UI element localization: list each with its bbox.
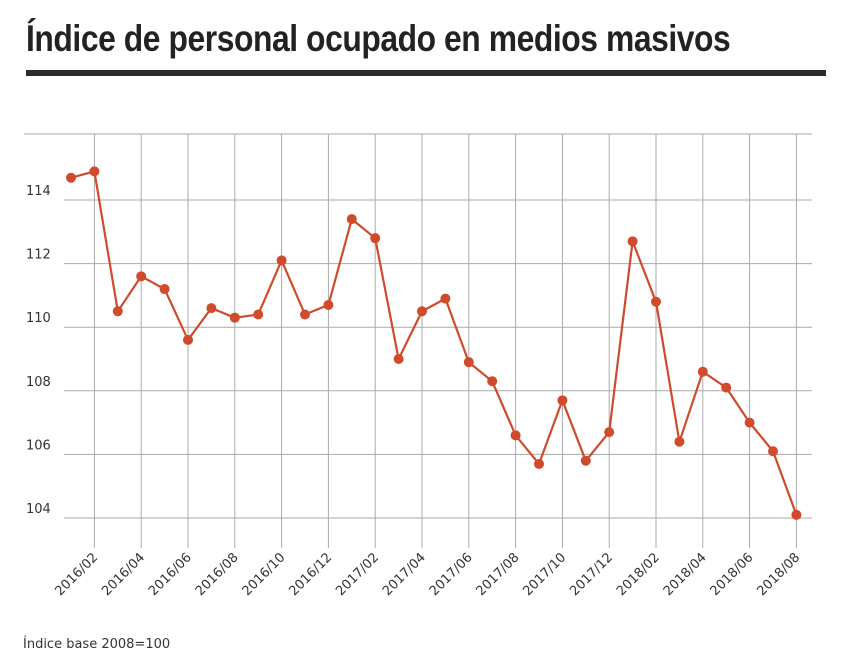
data-point xyxy=(674,436,685,447)
x-tick-label: 2016/06 xyxy=(146,550,195,599)
data-point xyxy=(417,306,427,317)
horizontal-gridlines xyxy=(24,133,812,519)
data-point xyxy=(159,284,170,295)
data-point xyxy=(697,366,708,377)
data-point xyxy=(229,312,240,323)
y-tick-label: 106 xyxy=(26,438,51,453)
y-tick-label: 108 xyxy=(26,375,51,390)
x-tick-label: 2017/02 xyxy=(333,550,382,599)
vertical-gridlines xyxy=(93,134,797,548)
x-tick-label: 2017/06 xyxy=(427,550,476,599)
data-point xyxy=(206,303,217,314)
x-tick-label: 2016/08 xyxy=(193,550,242,599)
data-point xyxy=(744,417,755,428)
data-point xyxy=(463,357,474,368)
data-point xyxy=(89,166,100,177)
title-rule xyxy=(26,70,826,76)
x-tick-label: 2017/08 xyxy=(474,550,523,599)
data-point xyxy=(768,446,778,457)
data-point xyxy=(627,236,638,247)
x-tick-label: 2016/10 xyxy=(240,550,289,599)
data-point xyxy=(276,255,287,266)
data-point xyxy=(534,458,544,469)
data-point xyxy=(253,309,264,320)
data-point xyxy=(557,395,568,406)
y-tick-label: 112 xyxy=(26,248,51,263)
data-point xyxy=(580,455,591,466)
data-point xyxy=(651,296,661,307)
x-tick-label: 2018/02 xyxy=(614,550,663,599)
chart-title: Índice de personal ocupado en medios mas… xyxy=(26,18,731,59)
data-point xyxy=(791,509,802,520)
data-point xyxy=(112,306,123,317)
data-point xyxy=(66,172,76,183)
data-point xyxy=(346,214,357,225)
x-tick-label: 2018/04 xyxy=(661,550,710,599)
data-points xyxy=(66,166,802,520)
y-tick-label: 110 xyxy=(26,311,51,326)
x-tick-label: 2016/02 xyxy=(52,550,101,599)
data-point xyxy=(487,376,498,387)
footnote: Índice base 2008=100 xyxy=(23,637,171,652)
data-point xyxy=(721,382,732,393)
x-tick-label: 2018/06 xyxy=(708,550,757,599)
data-point xyxy=(393,354,404,364)
data-point xyxy=(510,430,521,441)
x-tick-label: 2018/08 xyxy=(754,550,803,599)
data-point xyxy=(183,334,193,345)
x-tick-label: 2017/04 xyxy=(380,550,429,599)
data-point xyxy=(440,293,451,304)
series-line xyxy=(70,170,798,516)
y-tick-label: 114 xyxy=(26,184,51,199)
x-tick-label: 2017/12 xyxy=(567,550,616,599)
data-point xyxy=(136,271,147,282)
data-point xyxy=(370,233,381,244)
y-axis-ticks: 104 106 108 110 112 114 xyxy=(26,184,51,517)
data-point xyxy=(604,427,615,438)
x-axis-ticks: 2016/022016/042016/062016/082016/102016/… xyxy=(52,550,803,599)
x-tick-label: 2016/12 xyxy=(286,550,335,599)
data-point xyxy=(300,309,310,320)
x-tick-label: 2016/04 xyxy=(99,550,148,599)
y-tick-label: 104 xyxy=(26,502,51,517)
x-tick-label: 2017/10 xyxy=(520,550,569,599)
data-point xyxy=(323,299,334,310)
